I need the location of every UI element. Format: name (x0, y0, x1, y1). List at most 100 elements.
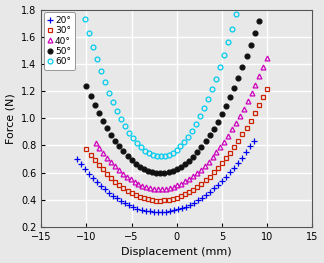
30° (257, 104, 261, 107)
50° (249, 43, 253, 47)
20° (244, 151, 248, 154)
60° (234, 13, 238, 16)
40° (113, 165, 117, 168)
20° (156, 211, 159, 214)
40° (129, 178, 133, 181)
40° (234, 121, 238, 124)
20° (111, 194, 115, 197)
30° (195, 185, 199, 189)
20° (132, 205, 135, 209)
30° (97, 163, 101, 166)
50° (232, 86, 236, 89)
60° (230, 27, 234, 30)
20° (220, 179, 224, 183)
60° (171, 151, 175, 154)
40° (242, 107, 246, 110)
30° (126, 189, 130, 192)
30° (89, 153, 93, 156)
20° (248, 145, 251, 148)
50° (228, 95, 232, 98)
50° (163, 171, 167, 175)
20° (200, 196, 203, 199)
40° (253, 83, 257, 86)
20° (240, 156, 244, 159)
30° (113, 180, 117, 183)
20° (252, 139, 256, 142)
30° (150, 199, 154, 202)
40° (160, 187, 164, 190)
60° (222, 54, 226, 57)
50° (183, 163, 187, 166)
30° (265, 88, 269, 91)
30° (117, 183, 121, 186)
60° (159, 155, 163, 158)
60° (182, 140, 186, 143)
Line: 60°: 60° (83, 12, 238, 159)
30° (187, 191, 191, 194)
20° (140, 208, 144, 211)
30° (146, 198, 150, 201)
60° (194, 122, 198, 125)
30° (261, 96, 265, 99)
40° (199, 168, 203, 171)
60° (198, 115, 202, 118)
40° (144, 185, 148, 189)
20° (108, 191, 111, 194)
60° (95, 58, 99, 61)
40° (218, 145, 222, 149)
20° (227, 171, 231, 174)
30° (240, 133, 244, 136)
30° (101, 168, 105, 171)
30° (163, 199, 167, 202)
50° (167, 171, 170, 174)
50° (212, 127, 216, 130)
60° (214, 77, 218, 80)
60° (135, 142, 139, 145)
60° (167, 153, 170, 156)
40° (211, 156, 214, 159)
30° (167, 198, 170, 201)
40° (101, 151, 105, 155)
30° (191, 188, 195, 191)
40° (121, 172, 125, 175)
50° (200, 145, 203, 149)
20° (92, 176, 96, 179)
20° (144, 209, 147, 212)
Line: 20°: 20° (74, 137, 257, 215)
40° (117, 169, 121, 172)
30° (138, 195, 142, 198)
60° (139, 146, 143, 149)
40° (148, 186, 152, 190)
60° (107, 91, 111, 94)
20° (164, 210, 168, 213)
40° (238, 114, 242, 118)
40° (230, 128, 234, 131)
40° (214, 151, 218, 154)
20° (212, 187, 215, 190)
50° (237, 76, 240, 79)
20° (116, 197, 120, 200)
40° (94, 141, 98, 144)
20° (203, 193, 207, 196)
40° (98, 146, 101, 150)
50° (101, 119, 105, 122)
40° (164, 187, 168, 190)
50° (224, 104, 228, 107)
20° (172, 209, 176, 212)
60° (151, 154, 155, 157)
50° (203, 140, 207, 143)
50° (85, 85, 88, 88)
50° (89, 94, 93, 97)
60° (115, 109, 119, 113)
30° (105, 172, 109, 175)
30° (183, 193, 187, 196)
20° (104, 188, 108, 191)
50° (154, 171, 158, 175)
60° (155, 155, 159, 158)
40° (133, 180, 136, 183)
Line: 40°: 40° (93, 55, 270, 191)
40° (226, 134, 230, 137)
30° (93, 158, 97, 161)
Line: 50°: 50° (84, 18, 261, 176)
50° (138, 165, 142, 168)
